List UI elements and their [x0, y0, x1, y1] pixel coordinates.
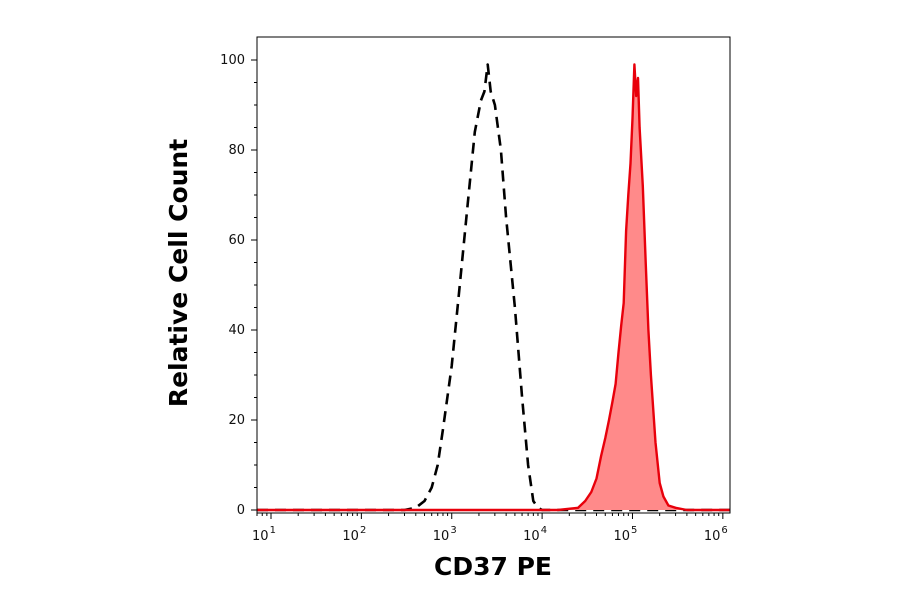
y-axis-title: Relative Cell Count	[164, 139, 193, 407]
x-tick-label: 103	[433, 525, 457, 544]
x-tick-label: 105	[614, 525, 638, 544]
x-tick-label: 104	[523, 525, 547, 544]
plot-frame	[256, 36, 731, 514]
y-tick-label: 80	[228, 143, 245, 158]
series-1-line	[257, 63, 730, 512]
series-1-area	[257, 64, 730, 510]
y-tick-label: 20	[228, 413, 245, 428]
series-0-line	[257, 63, 730, 512]
x-tick-label: 106	[704, 525, 728, 544]
y-tick-label: 60	[228, 233, 245, 248]
y-tick-label: 0	[237, 503, 245, 518]
y-tick-label: 100	[220, 53, 245, 68]
series-layer	[257, 63, 730, 512]
x-tick-label: 102	[342, 525, 366, 544]
y-tick-label: 40	[228, 323, 245, 338]
x-axis-title: CD37 PE	[434, 552, 552, 581]
x-tick-label: 101	[252, 525, 276, 544]
